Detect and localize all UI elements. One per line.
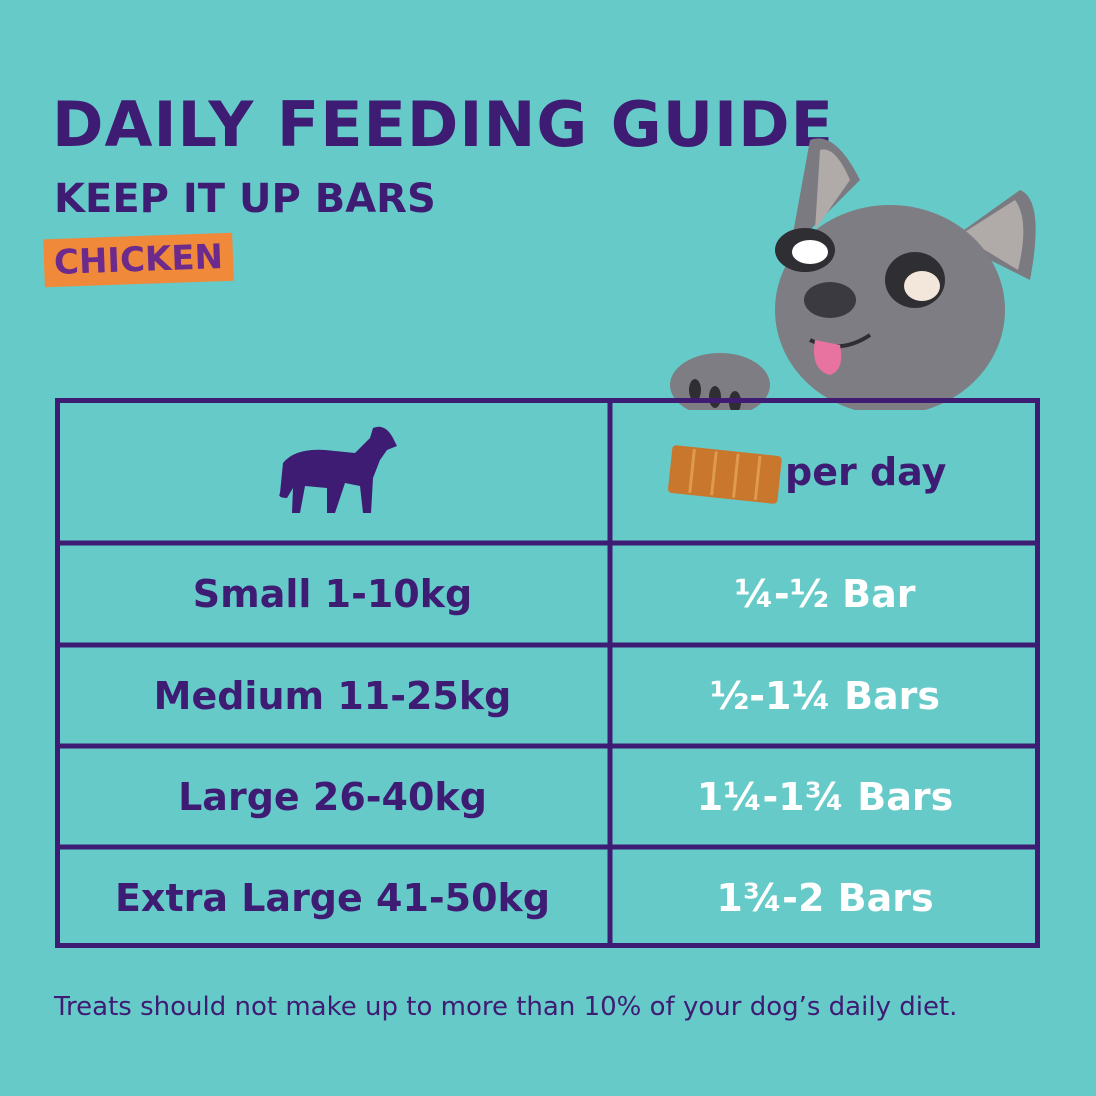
amount: ¼-½ Bar [734,572,916,616]
dog-icon [279,426,397,513]
bar-icon [668,445,782,504]
amount: 1¾-2 Bars [716,875,934,920]
title: DAILY FEEDING GUIDE [52,88,834,161]
dog-size: Large 26-40kg [178,774,487,819]
dog-size: Extra Large 41-50kg [114,875,551,920]
dog-illustration [670,138,1036,410]
amount: 1¼-1¾ Bars [696,774,954,819]
footnote: Treats should not make up to more than 1… [54,992,958,1022]
amount: ½-1¼ Bars [709,673,941,718]
subtitle: KEEP IT UP BARS [54,176,436,222]
dog-size: Medium 11-25kg [153,673,512,718]
table-grid [55,398,1040,948]
feeding-table: per day Small 1-10kg ¼-½ Bar Medium 11-2… [55,398,1040,948]
header-per-day: per day [785,450,947,494]
dog-size: Small 1-10kg [192,572,473,616]
flavor-tag: CHICKEN [43,232,234,288]
